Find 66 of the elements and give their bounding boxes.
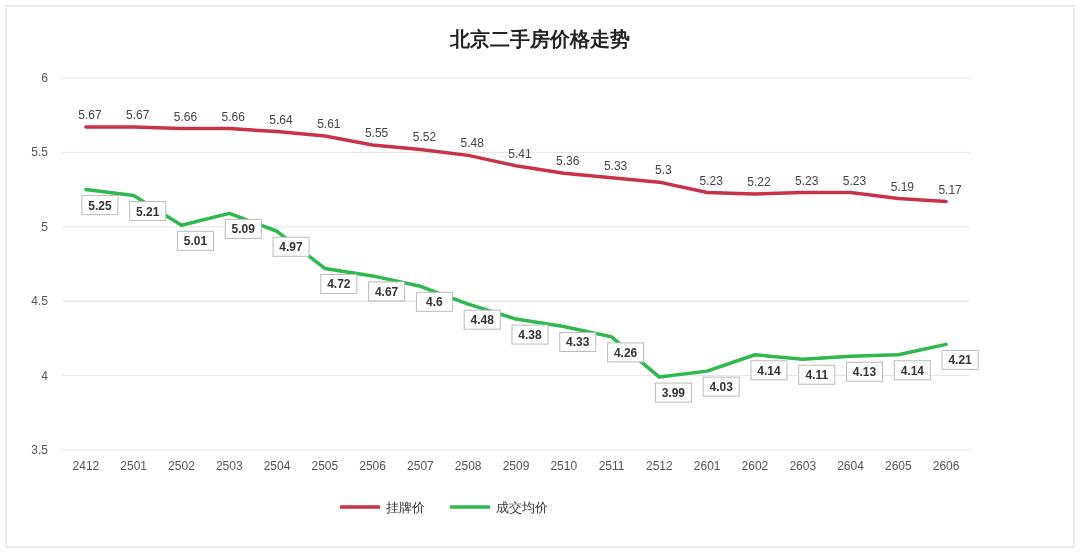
data-label: 5.66 [173,109,198,124]
data-label: 5.67 [126,108,150,123]
data-label: 4.33 [566,335,590,350]
y-tick-label: 4.5 [31,294,49,309]
data-label: 4.03 [709,380,734,395]
data-label: 4.14 [757,363,781,378]
data-label: 5.22 [747,175,771,190]
data-label: 5.41 [508,146,532,161]
data-label: 5.17 [938,182,963,197]
data-label: 3.99 [661,386,686,401]
data-label: 5.21 [136,204,160,219]
x-tick-label: 2605 [884,459,912,473]
data-label: 5.67 [78,108,102,123]
x-tick-label: 2504 [263,459,291,473]
x-tick-label: 2606 [932,459,960,473]
data-label: 5.36 [556,154,580,169]
y-tick-label: 4 [41,368,49,383]
data-label: 4.72 [327,277,351,292]
data-label: 5.52 [412,130,437,145]
data-label: 4.13 [852,365,877,380]
x-tick-label: 2503 [215,459,243,473]
data-label: 4.67 [374,284,399,299]
x-tick-label: 2601 [693,459,721,473]
data-label: 5.48 [460,136,485,151]
data-label: 5.23 [842,173,867,188]
data-label: 5.01 [183,234,208,249]
data-label: 4.38 [518,328,542,343]
data-label: 5.09 [231,222,256,237]
x-tick-label: 2603 [789,459,817,473]
y-tick-label: 6 [41,71,49,85]
data-label: 4.6 [426,295,444,310]
data-label: 5.23 [699,173,724,188]
data-label: 5.19 [890,179,915,194]
x-tick-label: 2509 [502,459,530,473]
data-label: 4.21 [948,353,973,368]
x-tick-label: 2412 [72,459,100,473]
data-label: 4.14 [900,363,925,378]
data-label: 4.26 [613,345,638,360]
x-tick-label: 2507 [407,459,435,473]
data-label: 5.33 [603,158,628,173]
legend-label: 挂牌价 [386,500,425,515]
x-tick-label: 2602 [741,459,769,473]
data-label: 4.97 [279,240,304,255]
x-tick-label: 2512 [646,459,674,473]
y-tick-label: 3.5 [31,443,49,457]
x-tick-label: 2604 [837,459,865,473]
data-label: 5.23 [795,173,819,188]
data-label: 5.25 [88,198,112,213]
chart-title: 北京二手房价格走势 [449,28,630,50]
x-tick-label: 2508 [454,459,482,473]
data-label: 4.48 [470,313,495,328]
data-label: 4.11 [805,368,829,383]
data-label: 5.64 [269,112,294,127]
y-tick-label: 5.5 [31,145,49,160]
data-label: 5.55 [364,125,389,140]
data-label: 5.3 [655,163,673,178]
legend-label: 成交均价 [496,500,548,515]
x-tick-label: 2501 [120,459,148,473]
data-label: 5.61 [317,117,341,132]
x-tick-label: 2506 [359,459,387,473]
x-tick-label: 2511 [598,459,625,473]
y-tick-label: 5 [41,219,49,234]
x-tick-label: 2510 [550,459,578,473]
x-tick-label: 2502 [168,459,196,473]
data-label: 5.66 [221,109,246,124]
x-tick-label: 2505 [311,459,339,473]
